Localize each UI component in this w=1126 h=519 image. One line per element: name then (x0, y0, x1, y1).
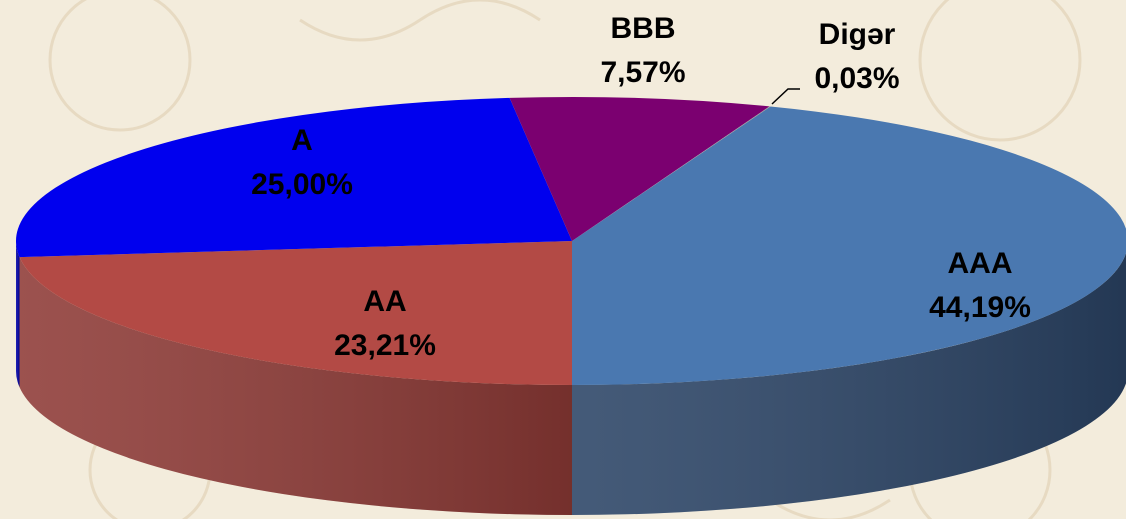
pie-top (16, 97, 1126, 385)
slice-value: 7,57% (600, 56, 685, 89)
pie-slice (572, 106, 1126, 385)
slice-name: Digər (819, 18, 896, 51)
slice-value: 25,00% (251, 168, 353, 201)
pie-side-shade (16, 241, 20, 388)
pie-side-shade (19, 257, 572, 515)
pie-slice (509, 97, 770, 241)
slice-name: AA (363, 285, 406, 318)
pie-side-shade (572, 252, 1126, 515)
slice-name: A (291, 124, 313, 157)
slice-value: 0,03% (814, 62, 899, 95)
pie-slice (19, 241, 572, 385)
pie-slice (572, 106, 771, 241)
slice-name: BBB (611, 12, 676, 45)
labels: AAA 44,19% AA 23,21% A 25,00% BBB 7,57% Digər 0,0… (251, 12, 1031, 362)
slice-value: 44,19% (929, 291, 1031, 324)
pie-slice (16, 97, 573, 258)
leader-line (771, 88, 800, 105)
slice-value: 23,21% (334, 329, 436, 362)
slice-name: AAA (948, 247, 1013, 280)
pie-sides (16, 241, 1126, 515)
